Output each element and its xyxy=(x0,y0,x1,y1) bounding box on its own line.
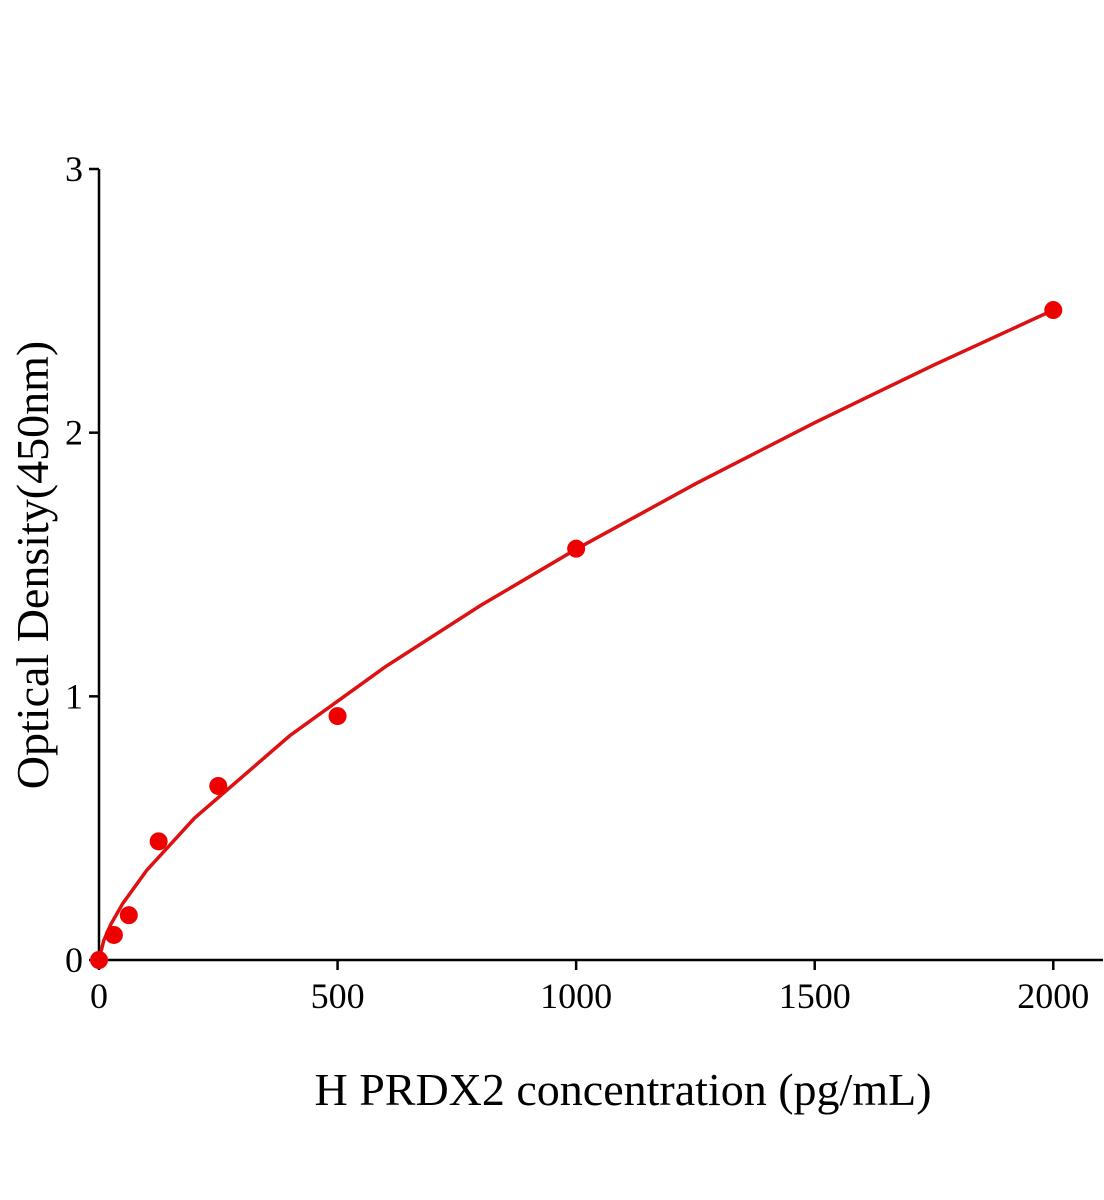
data-point xyxy=(1044,301,1063,320)
data-point xyxy=(209,776,228,795)
x-tick-label: 500 xyxy=(311,976,365,1016)
y-tick-label: 0 xyxy=(65,940,83,980)
data-point xyxy=(328,707,347,726)
data-point xyxy=(104,925,123,944)
data-point xyxy=(119,906,138,925)
x-tick-label: 1000 xyxy=(540,976,612,1016)
data-point xyxy=(567,539,586,558)
x-tick-label: 2000 xyxy=(1017,976,1089,1016)
y-tick-label: 2 xyxy=(65,413,83,453)
y-tick-label: 3 xyxy=(65,149,83,189)
fit-curve xyxy=(97,308,1055,961)
x-tick-label: 1500 xyxy=(779,976,851,1016)
y-axis-label: Optical Density(450nm) xyxy=(7,341,58,789)
data-point xyxy=(149,832,168,851)
data-point xyxy=(90,951,108,969)
x-tick-label: 0 xyxy=(90,976,108,1016)
x-axis-label: H PRDX2 concentration (pg/mL) xyxy=(314,1064,931,1115)
y-tick-label: 1 xyxy=(65,676,83,716)
